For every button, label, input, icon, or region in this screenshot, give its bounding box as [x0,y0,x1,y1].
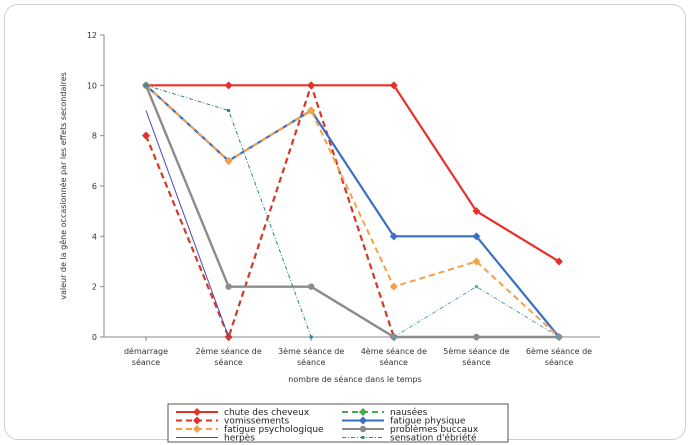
series-line [145,84,312,338]
data-point [557,335,561,339]
data-point [193,425,201,433]
data-point [309,335,313,339]
x-tick-label: séance [462,357,490,367]
data-point [359,416,367,425]
series-7 [144,83,313,339]
data-point [389,81,398,90]
legend-label: fatigue physique [390,417,466,427]
data-point [307,106,316,115]
series-line [145,84,560,338]
y-tick-label: 2 [92,283,97,292]
data-point [193,416,201,425]
series-line [145,110,230,338]
series-line [145,84,395,338]
data-point [389,282,398,291]
data-point [359,425,367,433]
data-point [224,81,233,90]
legend-label: fatigue psychologique [224,425,324,435]
data-point [224,156,233,165]
x-tick-label: séance [297,357,325,367]
data-point [474,285,478,289]
series-5 [142,82,563,341]
data-point [472,232,481,241]
y-axis-title: valeur de la gêne occasionnée par les ef… [58,72,68,300]
data-point [392,335,396,339]
legend-item: fatigue physique [342,416,466,427]
series-line [393,286,560,338]
y-tick-label: 12 [87,31,97,40]
series-6 [145,110,230,338]
data-point [144,83,148,87]
data-point [227,109,231,112]
data-point [361,436,365,439]
legend-box [167,403,509,443]
data-point [193,408,201,416]
legend-label: sensation d'ébriété [390,433,477,444]
x-tick-label: 6ème séance de [526,346,592,356]
series-line [146,84,560,263]
data-point [307,81,316,90]
legend-item: chute des cheveux [176,408,310,418]
x-tick-label: séance [132,357,160,367]
data-point [142,131,150,140]
legend-label: chute des cheveux [224,408,310,418]
legend-item: fatigue psychologique [176,425,324,435]
data-point [359,408,367,416]
legend-label: nausées [390,407,428,418]
x-tick-label: séance [545,357,573,367]
y-tick-label: 0 [92,333,97,342]
data-point [225,283,232,290]
y-tick-label: 8 [92,132,97,141]
x-tick-label: séance [214,357,242,367]
y-tick-label: 6 [92,182,97,191]
legend-item: herpès [176,433,255,444]
chart-frame [4,4,686,440]
series-4 [142,81,563,341]
x-tick-label: 2ème séance de [195,346,261,356]
data-point [473,333,480,341]
x-axis-title: nombre de séance dans le temps [288,374,421,384]
legend-label: herpès [224,433,255,444]
data-point [555,257,563,266]
x-tick-label: 4ème séance de [361,346,427,356]
series-8 [392,285,561,339]
series-line [144,84,559,339]
legend-item: vomissements [176,416,290,427]
data-point [472,257,481,266]
legend-item: sensation d'ébriété [342,433,477,444]
legend-item: nausées [342,407,428,418]
x-tick-label: démarrage [124,346,168,356]
data-point [472,207,481,216]
data-point [389,232,398,241]
x-tick-label: séance [380,357,408,367]
legend-item: problèmes buccaux [342,424,479,435]
y-tick-label: 10 [87,81,97,90]
x-tick-label: 5ème séance de [443,346,509,356]
y-tick-label: 4 [92,232,97,241]
legend-label: vomissements [224,417,290,427]
legend-label: problèmes buccaux [390,424,479,435]
data-point [308,283,315,290]
series-layer [142,81,563,341]
x-tick-label: 3ème séance de [278,346,344,356]
